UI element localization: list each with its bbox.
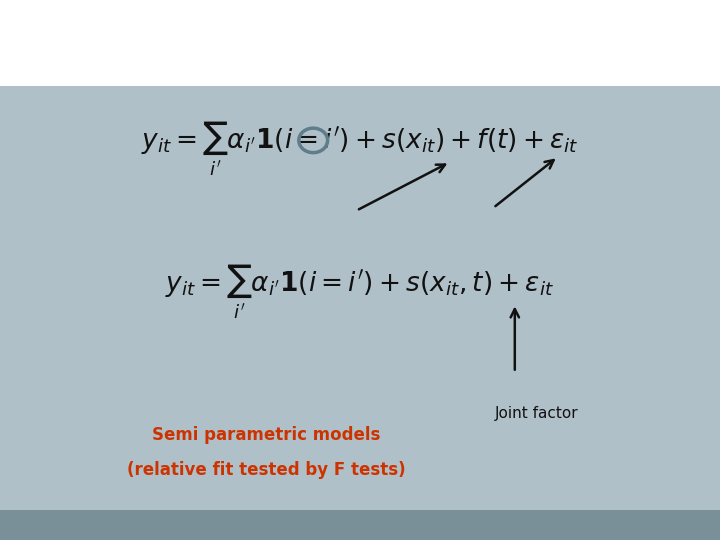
Bar (0, 0, 720, 86)
Bar (0, 510, 720, 540)
Text: Joint factor: Joint factor (495, 406, 578, 421)
Text: Semi parametric models: Semi parametric models (152, 426, 381, 444)
Text: $y_{it} = \sum_{i^{\prime}} \alpha_{i^{\prime}} \mathbf{1}(i=i^{\prime}) + s(x_{: $y_{it} = \sum_{i^{\prime}} \alpha_{i^{\… (141, 119, 579, 178)
Bar (0, 86, 720, 510)
Text: $y_{it} = \sum_{i^{\prime}} \alpha_{i^{\prime}} \mathbf{1}(i=i^{\prime}) + s(x_{: $y_{it} = \sum_{i^{\prime}} \alpha_{i^{\… (166, 262, 554, 321)
Text: (relative fit tested by F tests): (relative fit tested by F tests) (127, 461, 405, 479)
